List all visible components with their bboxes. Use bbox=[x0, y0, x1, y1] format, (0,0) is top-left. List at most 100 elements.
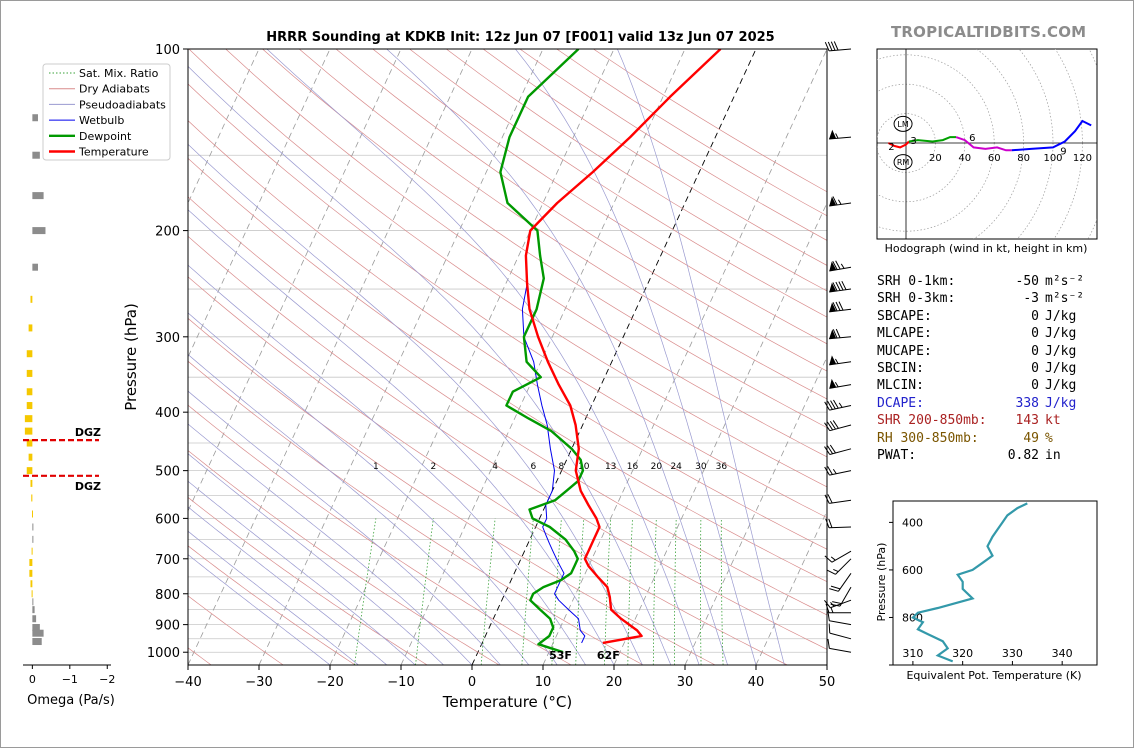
dry-adiabat-line bbox=[79, 49, 1004, 665]
hodograph-tick-label: 120 bbox=[1073, 153, 1092, 164]
omega-tick-label: −2 bbox=[99, 673, 115, 686]
wind-barb bbox=[828, 258, 851, 271]
surface-dewpoint-label: 53F bbox=[549, 649, 572, 662]
wind-barb bbox=[828, 353, 851, 365]
index-value: 49 bbox=[1023, 430, 1039, 447]
y-axis-label: Pressure (hPa) bbox=[122, 303, 140, 411]
y-tick-label: 100 bbox=[155, 43, 180, 58]
index-label: SHR 200-850mb: bbox=[877, 412, 987, 429]
mixing-ratio-label: 8 bbox=[559, 462, 565, 472]
theta-e-tick-label: 340 bbox=[1052, 647, 1073, 660]
theta-e-x-label: Equivalent Pot. Temperature (K) bbox=[906, 669, 1081, 682]
omega-bar bbox=[29, 570, 32, 577]
hodograph-tick-label: 20 bbox=[929, 153, 942, 164]
index-row: SRH 0-3km:-3m²s⁻² bbox=[877, 290, 1107, 307]
omega-tick-label: 0 bbox=[29, 673, 36, 686]
dewpoint-line bbox=[500, 49, 583, 652]
omega-bar bbox=[32, 536, 33, 543]
y-tick-label: 200 bbox=[155, 225, 180, 240]
mixing-ratio-line bbox=[552, 518, 562, 665]
omega-bar bbox=[25, 428, 32, 435]
x-tick-label: 50 bbox=[819, 675, 836, 690]
mixing-ratio-line bbox=[355, 518, 376, 665]
x-tick-label: −40 bbox=[174, 675, 201, 690]
omega-bar bbox=[32, 264, 38, 271]
dry-adiabat-line bbox=[42, 49, 931, 665]
wind-barb bbox=[825, 40, 851, 51]
omega-panel: 0−1−2Omega (Pa/s)DGZDGZ bbox=[23, 114, 115, 708]
omega-axis-label: Omega (Pa/s) bbox=[27, 693, 115, 708]
hodograph-caption: Hodograph (wind in kt, height in km) bbox=[885, 242, 1088, 255]
index-unit: kt bbox=[1045, 412, 1061, 429]
y-tick-label: 300 bbox=[155, 331, 180, 346]
x-tick-label: 20 bbox=[606, 675, 623, 690]
index-row: MLCIN:0J/kg bbox=[877, 377, 1107, 394]
index-unit: J/kg bbox=[1045, 377, 1076, 394]
index-label: MLCIN: bbox=[877, 377, 924, 394]
omega-bar bbox=[29, 454, 33, 461]
x-tick-label: 0 bbox=[468, 675, 476, 690]
index-value: -50 bbox=[1016, 273, 1039, 290]
index-row: SBCIN: 0 J/kg bbox=[877, 360, 1107, 377]
legend-label: Dewpoint bbox=[79, 130, 132, 143]
wind-barb bbox=[825, 440, 851, 455]
pseudoadiabat-line bbox=[617, 49, 784, 665]
mixing-ratio-line bbox=[653, 518, 656, 665]
hodograph-tick-label: 80 bbox=[1017, 153, 1030, 164]
index-value: 0 bbox=[1031, 360, 1039, 377]
wind-barb bbox=[828, 194, 851, 206]
index-unit: in bbox=[1045, 447, 1061, 464]
y-tick-label: 800 bbox=[155, 588, 180, 603]
wind-barb bbox=[825, 462, 851, 476]
mixing-ratio-label: 2 bbox=[431, 462, 437, 472]
wind-barb bbox=[828, 128, 851, 139]
surface-temperature-label: 62F bbox=[597, 649, 620, 662]
hodograph-tick-label: 40 bbox=[958, 153, 971, 164]
mixing-ratio-label: 4 bbox=[492, 462, 498, 472]
index-row: DCAPE:338J/kg bbox=[877, 395, 1107, 412]
index-label: SBCIN: bbox=[877, 360, 924, 377]
y-tick-label: 900 bbox=[155, 619, 180, 634]
legend-label: Temperature bbox=[78, 146, 149, 159]
wind-barb bbox=[825, 397, 851, 411]
index-label: RH 300-850mb: bbox=[877, 430, 979, 447]
skewt-axes: −40−30−20−100102030405010020030040050060… bbox=[122, 30, 835, 711]
wind-barb bbox=[828, 300, 851, 312]
x-tick-label: 10 bbox=[535, 675, 552, 690]
mixing-ratio-label: 6 bbox=[530, 462, 536, 472]
y-tick-label: 500 bbox=[155, 465, 180, 480]
index-unit: J/kg bbox=[1045, 343, 1076, 360]
omega-bar bbox=[30, 296, 32, 303]
mixing-ratio-line bbox=[675, 518, 677, 665]
omega-bar bbox=[27, 467, 33, 474]
omega-bar bbox=[30, 580, 32, 587]
index-label: DCAPE: bbox=[877, 395, 924, 412]
isotherm-line bbox=[259, 49, 543, 665]
x-tick-label: −30 bbox=[245, 675, 272, 690]
brand-watermark: TROPICALTIDBITS.COM bbox=[891, 23, 1086, 41]
wind-barb bbox=[826, 518, 851, 528]
index-unit: J/kg bbox=[1045, 360, 1076, 377]
index-row: SHR 200-850mb:143kt bbox=[877, 412, 1107, 429]
wind-barb bbox=[825, 416, 851, 431]
index-row: PWAT:0.82in bbox=[877, 447, 1107, 464]
index-unit: m²s⁻² bbox=[1045, 273, 1084, 290]
omega-bar bbox=[25, 415, 32, 422]
wind-barb bbox=[825, 543, 851, 563]
mixing-ratio-label: 30 bbox=[695, 462, 707, 472]
theta-e-y-label: Pressure (hPa) bbox=[875, 543, 888, 622]
legend: Sat. Mix. RatioDry AdiabatsPseudoadiabat… bbox=[43, 64, 170, 160]
index-label: MLCAPE: bbox=[877, 325, 932, 342]
wind-barb bbox=[825, 491, 851, 503]
x-tick-label: 30 bbox=[677, 675, 694, 690]
omega-bar bbox=[32, 192, 43, 199]
omega-bar bbox=[32, 606, 34, 613]
omega-bar bbox=[29, 324, 33, 331]
hodograph-height-label: 2 bbox=[888, 142, 894, 153]
index-value: 0 bbox=[1031, 343, 1039, 360]
mixing-ratio-line bbox=[416, 518, 434, 665]
index-unit: % bbox=[1045, 430, 1053, 447]
storm-motion-label: RM bbox=[897, 158, 910, 167]
x-tick-label: −10 bbox=[387, 675, 414, 690]
